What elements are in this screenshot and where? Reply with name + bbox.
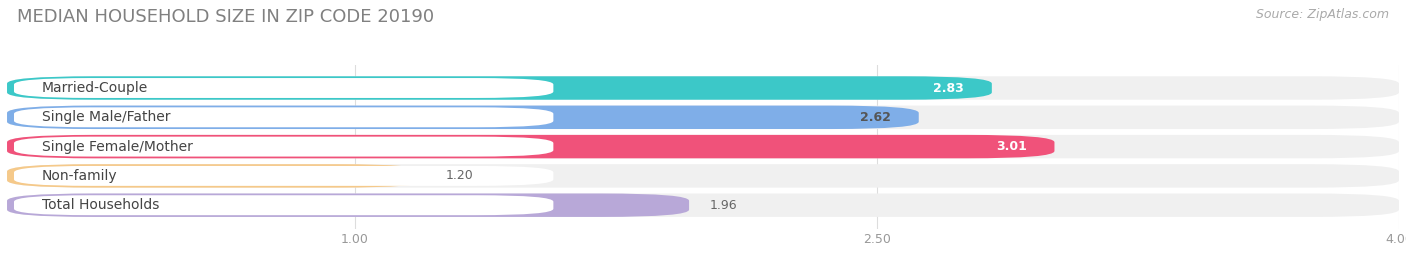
Text: 3.01: 3.01 xyxy=(995,140,1026,153)
FancyBboxPatch shape xyxy=(14,78,554,98)
Text: Married-Couple: Married-Couple xyxy=(42,81,148,95)
Text: Single Male/Father: Single Male/Father xyxy=(42,110,170,124)
Text: 2.62: 2.62 xyxy=(860,111,891,124)
FancyBboxPatch shape xyxy=(7,76,1399,100)
Text: 1.96: 1.96 xyxy=(710,199,738,212)
FancyBboxPatch shape xyxy=(14,107,554,127)
FancyBboxPatch shape xyxy=(7,135,1399,158)
FancyBboxPatch shape xyxy=(14,137,554,157)
Text: Total Households: Total Households xyxy=(42,198,159,212)
FancyBboxPatch shape xyxy=(7,106,1399,129)
FancyBboxPatch shape xyxy=(7,76,991,100)
Text: Non-family: Non-family xyxy=(42,169,118,183)
FancyBboxPatch shape xyxy=(7,193,1399,217)
FancyBboxPatch shape xyxy=(14,195,554,215)
FancyBboxPatch shape xyxy=(7,193,689,217)
Text: Source: ZipAtlas.com: Source: ZipAtlas.com xyxy=(1256,8,1389,21)
Text: Single Female/Mother: Single Female/Mother xyxy=(42,140,193,154)
Text: 1.20: 1.20 xyxy=(446,169,474,182)
Text: 2.83: 2.83 xyxy=(934,82,965,94)
FancyBboxPatch shape xyxy=(7,164,425,188)
FancyBboxPatch shape xyxy=(7,164,1399,188)
FancyBboxPatch shape xyxy=(7,106,918,129)
Text: MEDIAN HOUSEHOLD SIZE IN ZIP CODE 20190: MEDIAN HOUSEHOLD SIZE IN ZIP CODE 20190 xyxy=(17,8,434,26)
FancyBboxPatch shape xyxy=(14,166,554,186)
FancyBboxPatch shape xyxy=(7,135,1054,158)
